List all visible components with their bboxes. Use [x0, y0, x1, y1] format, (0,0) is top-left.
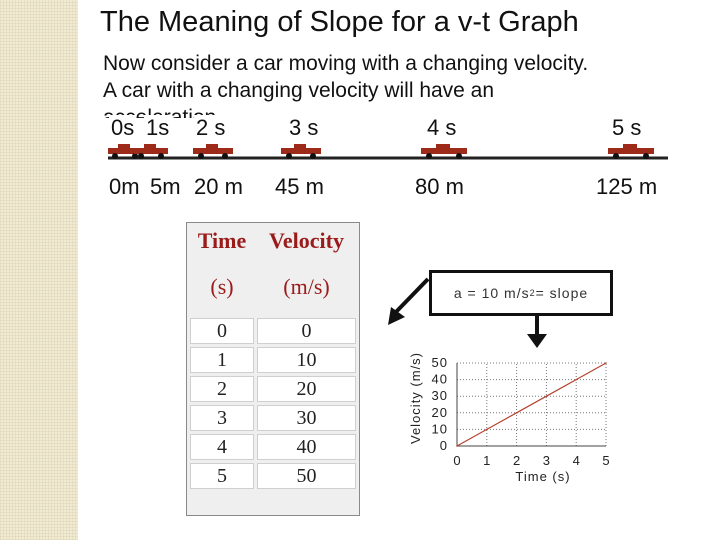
time-label: 5 s — [610, 115, 644, 141]
table-cell: 20 — [257, 376, 356, 402]
column-unit-velocity: (m/s) — [257, 259, 356, 315]
table-cell: 4 — [190, 434, 255, 460]
time-label: 3 s — [287, 115, 321, 141]
x-tick-label: 2 — [513, 453, 520, 468]
body-line-2: A car with a changing velocity will have… — [103, 79, 495, 102]
series-line — [456, 362, 607, 447]
slide-title: The Meaning of Slope for a v-t Graph — [100, 6, 579, 38]
column-unit-time: (s) — [190, 259, 255, 315]
y-tick-label: 10 — [432, 421, 448, 436]
data-point — [575, 378, 577, 381]
table-cell: 40 — [257, 434, 356, 460]
x-tick-label: 3 — [543, 453, 550, 468]
table-row: 5 50 — [190, 463, 356, 489]
column-header-velocity: Velocity — [257, 226, 356, 256]
table-cell: 50 — [257, 463, 356, 489]
arrow-icon — [527, 313, 547, 348]
callout-prefix: a = 10 m/s — [453, 285, 530, 301]
time-label: 4 s — [425, 115, 459, 141]
distance-label: 5m — [150, 174, 181, 199]
x-axis-label: Time (s) — [515, 469, 570, 484]
time-label: 0s — [109, 115, 137, 141]
callout-suffix: = slope — [535, 285, 589, 301]
arrow-icon — [388, 277, 430, 325]
x-tick-label: 0 — [453, 453, 460, 468]
distance-label: 0m — [109, 174, 140, 199]
table-row: 4 40 — [190, 434, 356, 460]
y-tick-label: 30 — [432, 388, 448, 403]
x-tick-label: 1 — [483, 453, 490, 468]
y-tick-label: 40 — [432, 372, 448, 387]
distance-label: 125 m — [596, 174, 658, 199]
table-cell: 5 — [190, 463, 255, 489]
data-point — [515, 412, 518, 414]
callout-exponent: 2 — [529, 288, 536, 298]
data-point — [486, 428, 488, 431]
table-cell: 2 — [190, 376, 255, 402]
table-row: 3 30 — [190, 405, 356, 431]
y-tick-label: 50 — [432, 355, 448, 370]
table-cell: 0 — [257, 318, 356, 344]
time-label: 2 s — [194, 115, 228, 141]
table-row: 2 20 — [190, 376, 356, 402]
table-row: 1 10 — [190, 347, 356, 373]
slide-sidebar — [0, 0, 78, 540]
table-cell: 30 — [257, 405, 356, 431]
y-tick-label: 20 — [432, 405, 448, 420]
column-header-time: Time — [190, 226, 255, 256]
data-point — [456, 445, 458, 447]
data-point — [545, 395, 548, 398]
table-cell: 3 — [190, 405, 255, 431]
time-label: 1s — [144, 115, 172, 141]
body-line-1: Now consider a car moving with a changin… — [103, 52, 589, 75]
slope-callout: a = 10 m/s 2 = slope — [429, 270, 613, 316]
y-tick-label: 0 — [440, 438, 448, 453]
y-axis-label: Velocity (m/s) — [408, 352, 423, 444]
distance-label: 45 m — [275, 174, 324, 199]
table-cell: 10 — [257, 347, 356, 373]
x-tick-label: 4 — [573, 453, 580, 468]
table-cell: 1 — [190, 347, 255, 373]
distance-label: 80 m — [415, 174, 464, 199]
data-point — [605, 362, 607, 364]
x-tick-label: 5 — [602, 453, 609, 468]
distance-label: 20 m — [194, 174, 243, 199]
table-cell: 0 — [190, 318, 255, 344]
